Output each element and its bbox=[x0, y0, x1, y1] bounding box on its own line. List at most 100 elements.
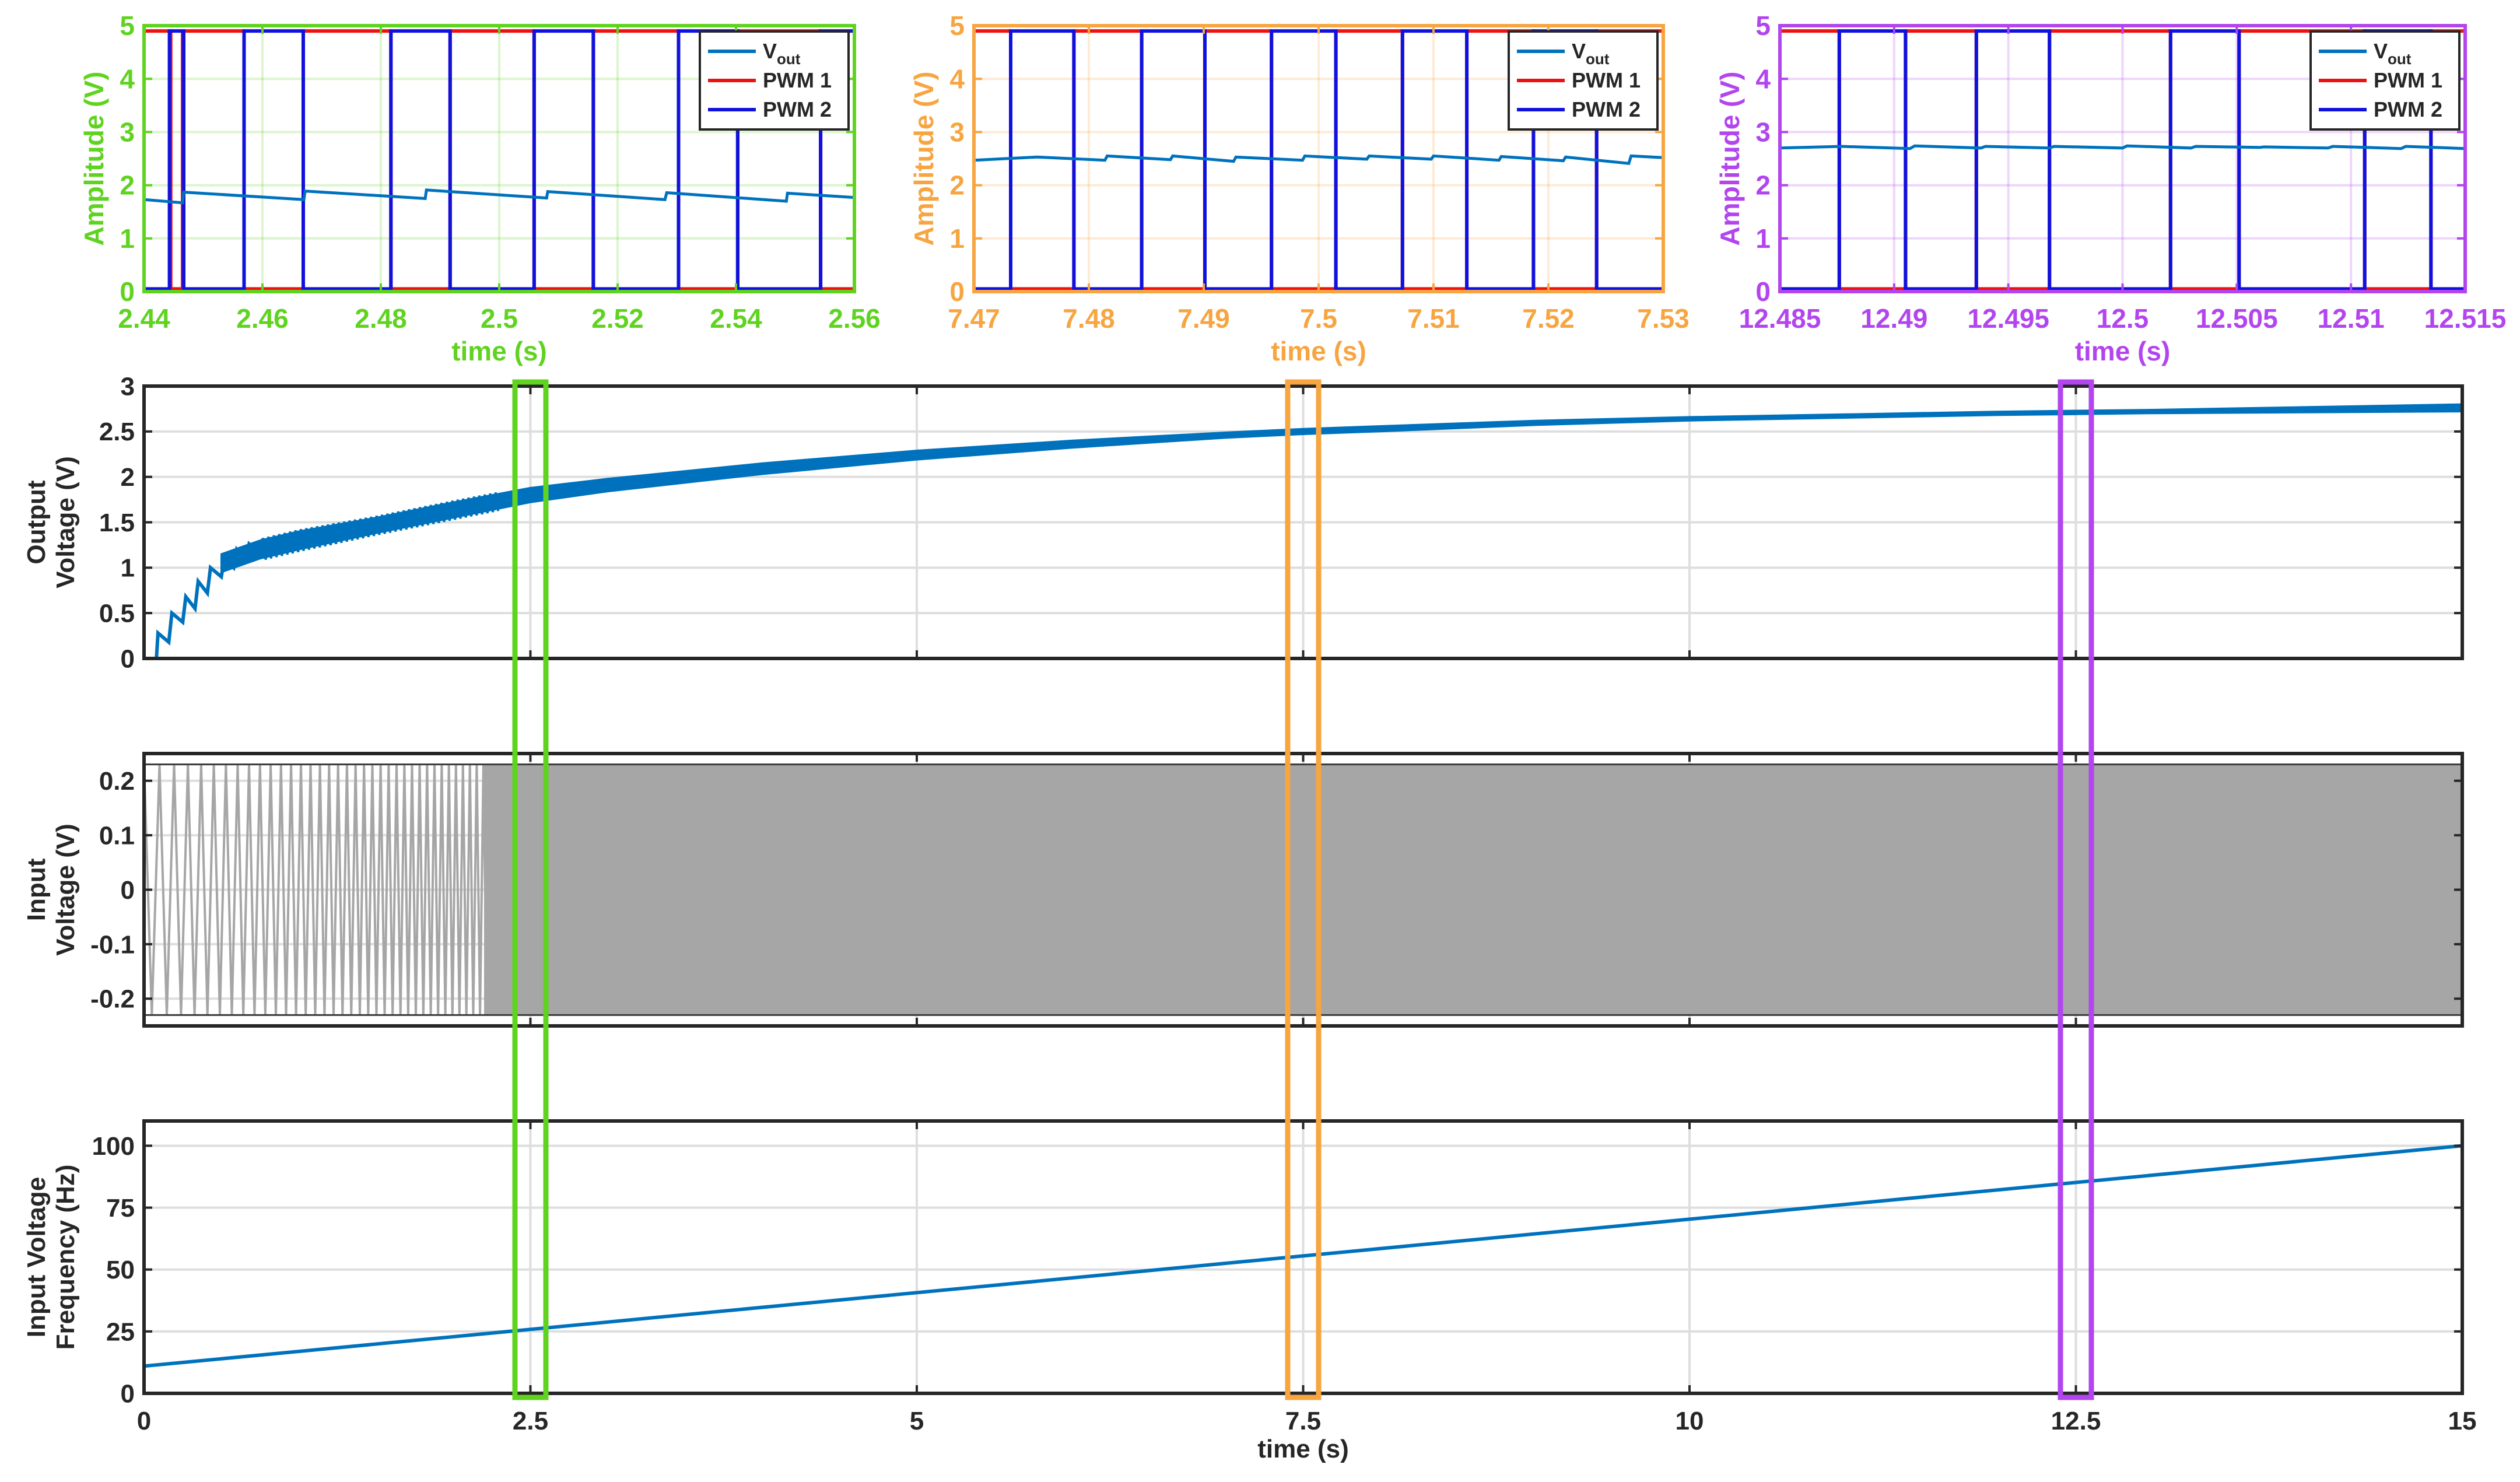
vout-line bbox=[143, 188, 855, 205]
y-tick-label: 5 bbox=[1755, 10, 1771, 41]
x-tick-label: 7.47 bbox=[948, 303, 1000, 334]
y-tick-label: 3 bbox=[949, 117, 965, 148]
y-axis-label: Input Voltage bbox=[22, 1177, 51, 1337]
y-tick-label: 0 bbox=[121, 876, 135, 905]
x-axis-label: time (s) bbox=[1271, 336, 1366, 366]
axes-frame bbox=[1778, 24, 2467, 293]
y-tick-label: 1 bbox=[949, 223, 965, 254]
y-axis-label: Amplitude (V) bbox=[79, 72, 109, 246]
x-tick-label: 7.53 bbox=[1637, 303, 1690, 334]
y-axis-label: Amplitude (V) bbox=[1715, 72, 1745, 246]
x-axis-label: time (s) bbox=[451, 336, 547, 366]
x-tick-label: 12.49 bbox=[1860, 303, 1927, 334]
x-tick-label: 2.48 bbox=[355, 303, 407, 334]
x-tick-label: 2.46 bbox=[236, 303, 289, 334]
x-tick-label: 12.5 bbox=[2051, 1407, 2101, 1435]
y-tick-label: 5 bbox=[120, 10, 135, 41]
x-tick-label: 7.51 bbox=[1407, 303, 1460, 334]
y-tick-label: 2 bbox=[1755, 170, 1771, 201]
x-tick-label: 7.52 bbox=[1522, 303, 1575, 334]
y-tick-label: -0.1 bbox=[90, 930, 135, 959]
chart-output: 0 0.5 1 1.5 2 2.5 3 Output Voltage (V) bbox=[22, 372, 2464, 673]
y-tick-label: 0 bbox=[1755, 276, 1771, 307]
highlight-boxes-layer bbox=[512, 379, 2094, 1400]
y-tick-label: 2 bbox=[949, 170, 965, 201]
legend-label-subscript: out bbox=[2388, 50, 2412, 68]
y-axis-label: Voltage (V) bbox=[51, 824, 80, 956]
plot-area bbox=[143, 763, 2462, 1016]
y-tick-label: 50 bbox=[106, 1256, 135, 1284]
y-tick-label: 2 bbox=[120, 170, 135, 201]
y-axis-label: Voltage (V) bbox=[51, 456, 80, 588]
x-tick-label: 7.49 bbox=[1177, 303, 1230, 334]
chart-input: -0.2 -0.1 0 0.1 0.2 Input Voltage (V) bbox=[22, 752, 2464, 1028]
vout-line bbox=[1779, 144, 2466, 150]
chart-zoom1: 2.44 2.46 2.48 2.5 2.52 2.54 2.56 0 1 2 3 4 5 time (s… bbox=[79, 10, 881, 366]
legend-label: PWM 2 bbox=[763, 97, 832, 121]
x-tick-label: 2.56 bbox=[828, 303, 881, 334]
legend-label-subscript: out bbox=[777, 50, 801, 68]
y-axis-label: Input bbox=[22, 858, 51, 921]
y-axis-label: Amplitude (V) bbox=[909, 72, 939, 246]
y-tick-label: 0.5 bbox=[99, 600, 135, 628]
x-tick-label: 7.5 bbox=[1285, 1407, 1321, 1435]
y-tick-label: 0.1 bbox=[99, 822, 135, 850]
plot-area bbox=[143, 1144, 2463, 1368]
axes-frame bbox=[142, 24, 856, 293]
x-tick-label: 2.52 bbox=[591, 303, 644, 334]
y-tick-label: 1.5 bbox=[99, 509, 135, 537]
highlight-box-zoom3 bbox=[2058, 379, 2094, 1400]
axes-frame bbox=[142, 1119, 2464, 1395]
legend-label-subscript: out bbox=[1586, 50, 1610, 68]
y-tick-label: 1 bbox=[121, 554, 135, 583]
y-tick-label: 0 bbox=[949, 276, 965, 307]
y-tick-label: 0 bbox=[121, 644, 135, 673]
axes-frame bbox=[142, 384, 2464, 660]
x-tick-label: 7.5 bbox=[1300, 303, 1337, 334]
y-tick-label: 0.2 bbox=[99, 767, 135, 796]
x-tick-label: 2.5 bbox=[481, 303, 518, 334]
legend-label: PWM 2 bbox=[2374, 97, 2442, 121]
x-tick-label: 2.44 bbox=[118, 303, 170, 334]
x-tick-label: 12.505 bbox=[2196, 303, 2278, 334]
x-tick-label: 5 bbox=[910, 1407, 924, 1435]
frequency-line bbox=[143, 1144, 2463, 1368]
y-tick-label: 4 bbox=[120, 64, 135, 94]
x-tick-label: 7.48 bbox=[1063, 303, 1115, 334]
legend-label: PWM 1 bbox=[1572, 68, 1641, 92]
y-axis-label: Output bbox=[22, 480, 51, 565]
x-tick-label: 10 bbox=[1676, 1407, 1704, 1435]
output-ripple-teeth bbox=[262, 492, 500, 560]
x-tick-label: 0 bbox=[137, 1407, 151, 1435]
y-tick-label: -0.2 bbox=[90, 985, 135, 1014]
y-tick-label: 2.5 bbox=[99, 418, 135, 446]
axes-frame bbox=[142, 752, 2464, 1028]
x-tick-label: 12.515 bbox=[2424, 303, 2507, 334]
legend-label: PWM 1 bbox=[2374, 68, 2442, 92]
x-tick-label: 2.54 bbox=[710, 303, 762, 334]
y-tick-label: 3 bbox=[121, 372, 135, 401]
y-tick-label: 75 bbox=[106, 1194, 135, 1222]
highlight-box-zoom1 bbox=[512, 379, 549, 1400]
x-tick-label: 15 bbox=[2448, 1407, 2477, 1435]
y-tick-label: 4 bbox=[1755, 64, 1771, 94]
chart-frequency: 0 2.5 5 7.5 10 12.5 15 0 25 50 75 100 time (s) Input … bbox=[22, 1119, 2477, 1463]
axes-frame bbox=[972, 24, 1665, 293]
y-tick-label: 3 bbox=[1755, 117, 1771, 148]
y-tick-label: 2 bbox=[121, 463, 135, 492]
x-tick-label: 12.495 bbox=[1967, 303, 2049, 334]
input-chirp-dense-band bbox=[484, 764, 2462, 1015]
legend-label: PWM 2 bbox=[1572, 97, 1641, 121]
x-axis-label: time (s) bbox=[1257, 1435, 1348, 1463]
y-tick-label: 3 bbox=[120, 117, 135, 148]
y-tick-label: 1 bbox=[120, 223, 135, 254]
y-tick-label: 5 bbox=[949, 10, 965, 41]
y-tick-label: 100 bbox=[92, 1132, 135, 1161]
y-tick-label: 25 bbox=[106, 1318, 135, 1346]
